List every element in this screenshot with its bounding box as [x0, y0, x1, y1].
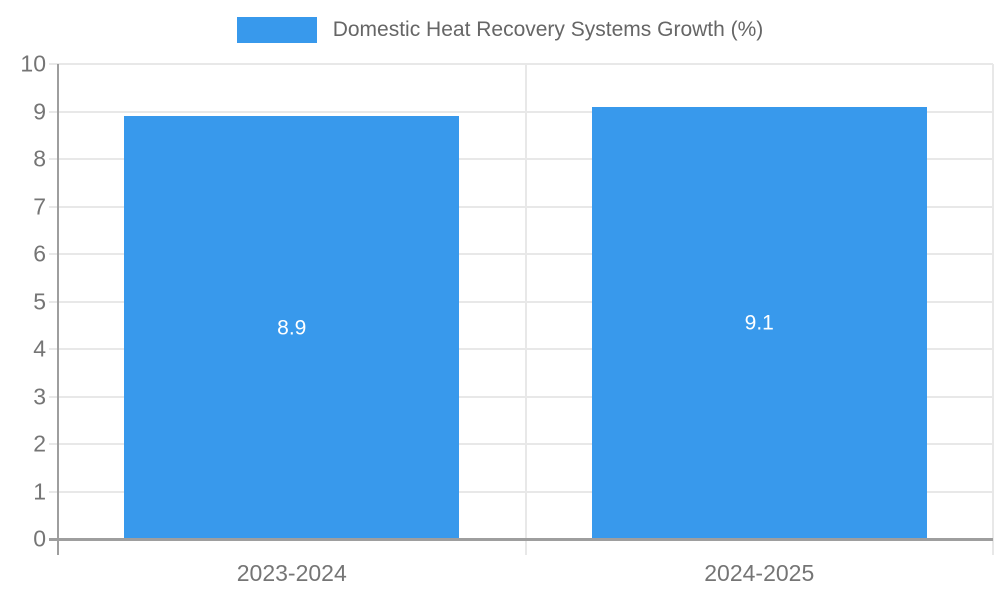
y-tick-label: 2 — [33, 430, 46, 457]
y-axis-labels: 0 1 2 3 4 5 6 7 8 9 10 — [0, 52, 46, 550]
y-tick-label: 10 — [20, 50, 46, 77]
zero-baseline — [49, 538, 993, 541]
gridline — [49, 348, 993, 350]
x-tick-label: 2023-2024 — [236, 560, 347, 586]
y-tick-label: 0 — [33, 525, 46, 552]
legend-swatch — [236, 17, 317, 43]
gridline — [49, 490, 993, 493]
y-tick-label: 5 — [33, 288, 46, 314]
y-tick-label: 1 — [33, 478, 46, 504]
gridline — [49, 253, 993, 255]
gridline — [49, 205, 993, 208]
gridline — [49, 158, 993, 160]
y-tick-label: 6 — [33, 240, 46, 267]
gridline — [49, 443, 993, 445]
category-divider-line — [524, 64, 527, 555]
bar-value-label: 9.1 — [744, 311, 774, 335]
y-tick-label: 3 — [33, 383, 46, 409]
gridline — [49, 110, 993, 113]
x-axis-labels: 2023-2024 2024-2025 — [58, 560, 993, 592]
y-tick-label: 7 — [33, 193, 46, 219]
y-tick-label: 9 — [33, 98, 46, 124]
bar[interactable] — [124, 116, 460, 539]
y-axis-line — [57, 64, 59, 555]
gridline — [49, 63, 993, 65]
gridline — [49, 300, 993, 303]
x-tick-label: 2024-2025 — [704, 560, 815, 586]
y-tick-label: 4 — [33, 335, 46, 362]
bar-value-label: 8.9 — [277, 316, 307, 340]
legend-label: Domestic Heat Recovery Systems Growth (%… — [332, 18, 764, 41]
plot-area: 8.9 9.1 — [49, 63, 994, 555]
legend-item[interactable]: Domestic Heat Recovery Systems Growth (%… — [0, 15, 1000, 45]
plot-right-border-line — [992, 64, 994, 555]
gridline — [49, 395, 993, 398]
y-tick-label: 8 — [33, 145, 46, 172]
bar[interactable] — [591, 106, 927, 539]
